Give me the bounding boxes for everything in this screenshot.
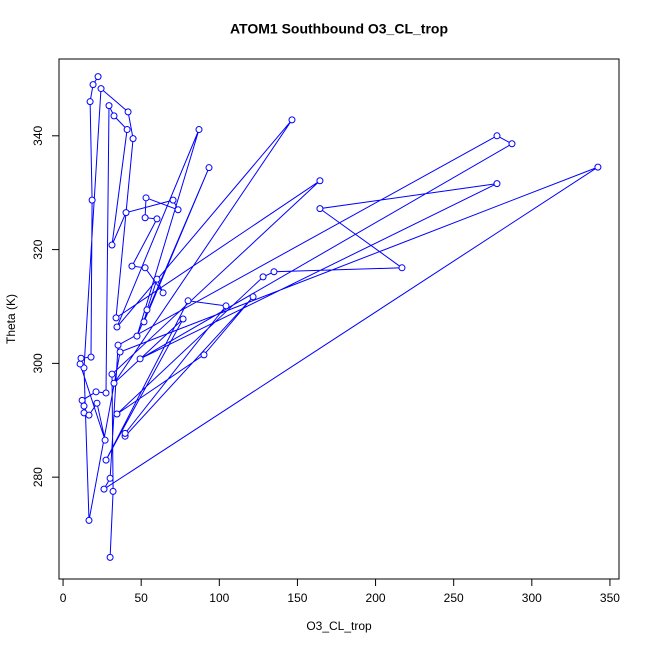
data-point (398, 264, 406, 272)
data-point (88, 196, 96, 204)
data-point (249, 293, 257, 301)
data-point (77, 354, 85, 362)
data-point (123, 126, 131, 134)
x-axis-title: O3_CL_trop (306, 619, 372, 633)
data-point (270, 268, 278, 276)
y-tick-label: 320 (31, 239, 45, 259)
data-point (93, 399, 101, 407)
data-point (288, 116, 296, 124)
data-point (142, 194, 150, 202)
data-point (316, 177, 324, 185)
data-point (94, 73, 102, 81)
data-point (222, 302, 230, 310)
data-point (140, 318, 148, 326)
data-point (105, 102, 113, 110)
data-point (184, 297, 192, 305)
x-tick-label: 250 (444, 591, 464, 605)
data-point (116, 348, 124, 356)
data-point (205, 164, 213, 172)
data-point (110, 379, 118, 387)
data-point (102, 456, 110, 464)
data-point (508, 140, 516, 148)
data-point (89, 81, 97, 89)
data-point (106, 474, 114, 482)
data-point (259, 273, 267, 281)
y-axis-title: Theta (K) (4, 294, 18, 344)
data-point (78, 396, 86, 404)
data-point (86, 98, 94, 106)
data-point (85, 516, 93, 524)
data-point (102, 389, 110, 397)
x-tick-label: 150 (287, 591, 307, 605)
data-point (114, 341, 122, 349)
data-point (179, 315, 187, 323)
x-tick-label: 0 (60, 591, 67, 605)
x-tick-label: 100 (209, 591, 229, 605)
x-tick-label: 350 (600, 591, 620, 605)
data-point (174, 206, 182, 214)
data-point (200, 351, 208, 359)
data-point (87, 353, 95, 361)
data-point (121, 429, 129, 437)
chart-title: ATOM1 Southbound O3_CL_trop (230, 21, 448, 37)
data-point (97, 85, 105, 93)
y-tick-label: 300 (31, 353, 45, 373)
data-point (136, 355, 144, 363)
data-point (153, 275, 161, 283)
x-tick-label: 300 (522, 591, 542, 605)
data-point (92, 388, 100, 396)
data-point (76, 360, 84, 368)
data-point (113, 323, 121, 331)
data-point (122, 209, 130, 217)
data-point (113, 410, 121, 418)
y-tick-label: 280 (31, 467, 45, 487)
data-point (128, 262, 136, 270)
data-point (101, 436, 109, 444)
data-point (85, 411, 93, 419)
data-point (141, 214, 149, 222)
data-point (153, 215, 161, 223)
data-point (108, 370, 116, 378)
x-tick-label: 200 (366, 591, 386, 605)
y-tick-label: 340 (31, 125, 45, 145)
data-point (100, 485, 108, 493)
data-point (129, 135, 137, 143)
data-point (594, 163, 602, 171)
data-point (143, 306, 151, 314)
data-point (112, 314, 120, 322)
data-point (493, 180, 501, 188)
data-point (169, 196, 177, 204)
data-point (316, 205, 324, 213)
data-point (108, 241, 116, 249)
data-point (133, 332, 141, 340)
data-point (195, 126, 203, 134)
data-point (80, 402, 88, 410)
data-point (110, 112, 118, 120)
x-tick-label: 50 (135, 591, 149, 605)
data-point (493, 132, 501, 140)
data-point (124, 108, 132, 116)
data-point (106, 553, 114, 561)
data-point (109, 487, 117, 495)
data-point (141, 264, 149, 272)
data-point (159, 289, 167, 297)
